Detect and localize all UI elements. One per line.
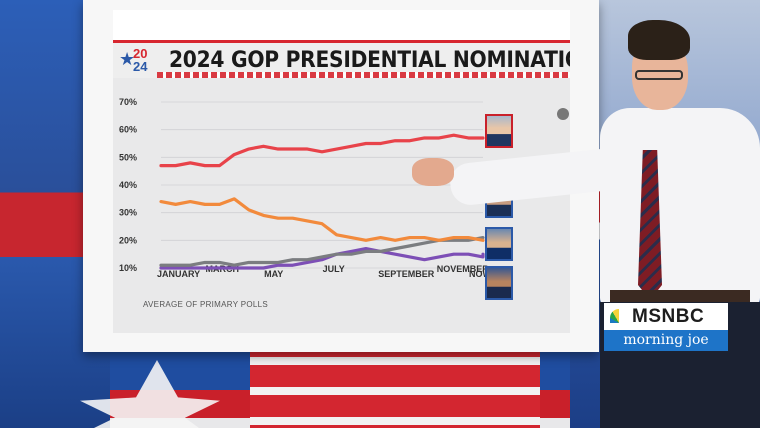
network-bug-bottom (604, 330, 728, 351)
nbc-bug-icon (557, 108, 569, 120)
x-tick-label: NOVEMBER (437, 264, 490, 274)
y-tick-label: 30% (119, 208, 137, 218)
x-tick-label: MAY (264, 269, 283, 279)
x-tick-label: JANUARY (157, 269, 200, 279)
y-tick-label: 10% (119, 263, 137, 273)
logo-bottom-digits: 24 (133, 59, 148, 74)
y-tick-label: 70% (119, 97, 137, 107)
logo-top-digits: 20 (133, 46, 148, 61)
series-line-trump (159, 133, 485, 168)
presenter-belt (610, 290, 750, 302)
presenter-glasses (635, 70, 683, 80)
candidate-trump-photo[interactable] (485, 114, 513, 148)
presenter-shirt (600, 108, 760, 308)
presenter-hand (412, 158, 454, 186)
display-topbar (113, 10, 570, 40)
y-tick-label: 40% (119, 180, 137, 190)
series-line-desantis (159, 197, 485, 242)
y-tick-label: 50% (119, 152, 137, 162)
network-logo-bug: MSNBC morning joe (604, 303, 728, 351)
presenter (412, 20, 760, 428)
x-tick-label: NOW (469, 269, 492, 279)
peacock-icon (610, 309, 628, 323)
election-2024-logo: ★ 20 24 (119, 43, 155, 79)
network-name: MSNBC (632, 306, 705, 327)
series-line-haley (159, 235, 485, 267)
chart-title: 2024 GOP PRESIDENTIAL NOMINATION (169, 48, 570, 73)
star-icon: ★ (119, 49, 136, 69)
display-top-rule (113, 40, 570, 43)
x-tick-label: JULY (323, 264, 345, 274)
chart-footnote: AVERAGE OF PRIMARY POLLS (143, 300, 269, 309)
presenter-hair (628, 20, 690, 60)
presenter-tie (638, 150, 662, 300)
y-tick-label: 20% (119, 235, 137, 245)
x-tick-label: SEPTEMBER (378, 269, 435, 279)
flag-stripe-decoration (157, 72, 570, 78)
candidate-ramaswamy-photo[interactable] (485, 266, 513, 300)
candidate-haley-photo[interactable] (485, 227, 513, 261)
line-chart: 70%60%50%40%30%20%10%JANUARY MARCH MAY JULY… (119, 97, 492, 279)
y-tick-label: 60% (119, 125, 137, 135)
show-name: morning joe (623, 332, 709, 348)
